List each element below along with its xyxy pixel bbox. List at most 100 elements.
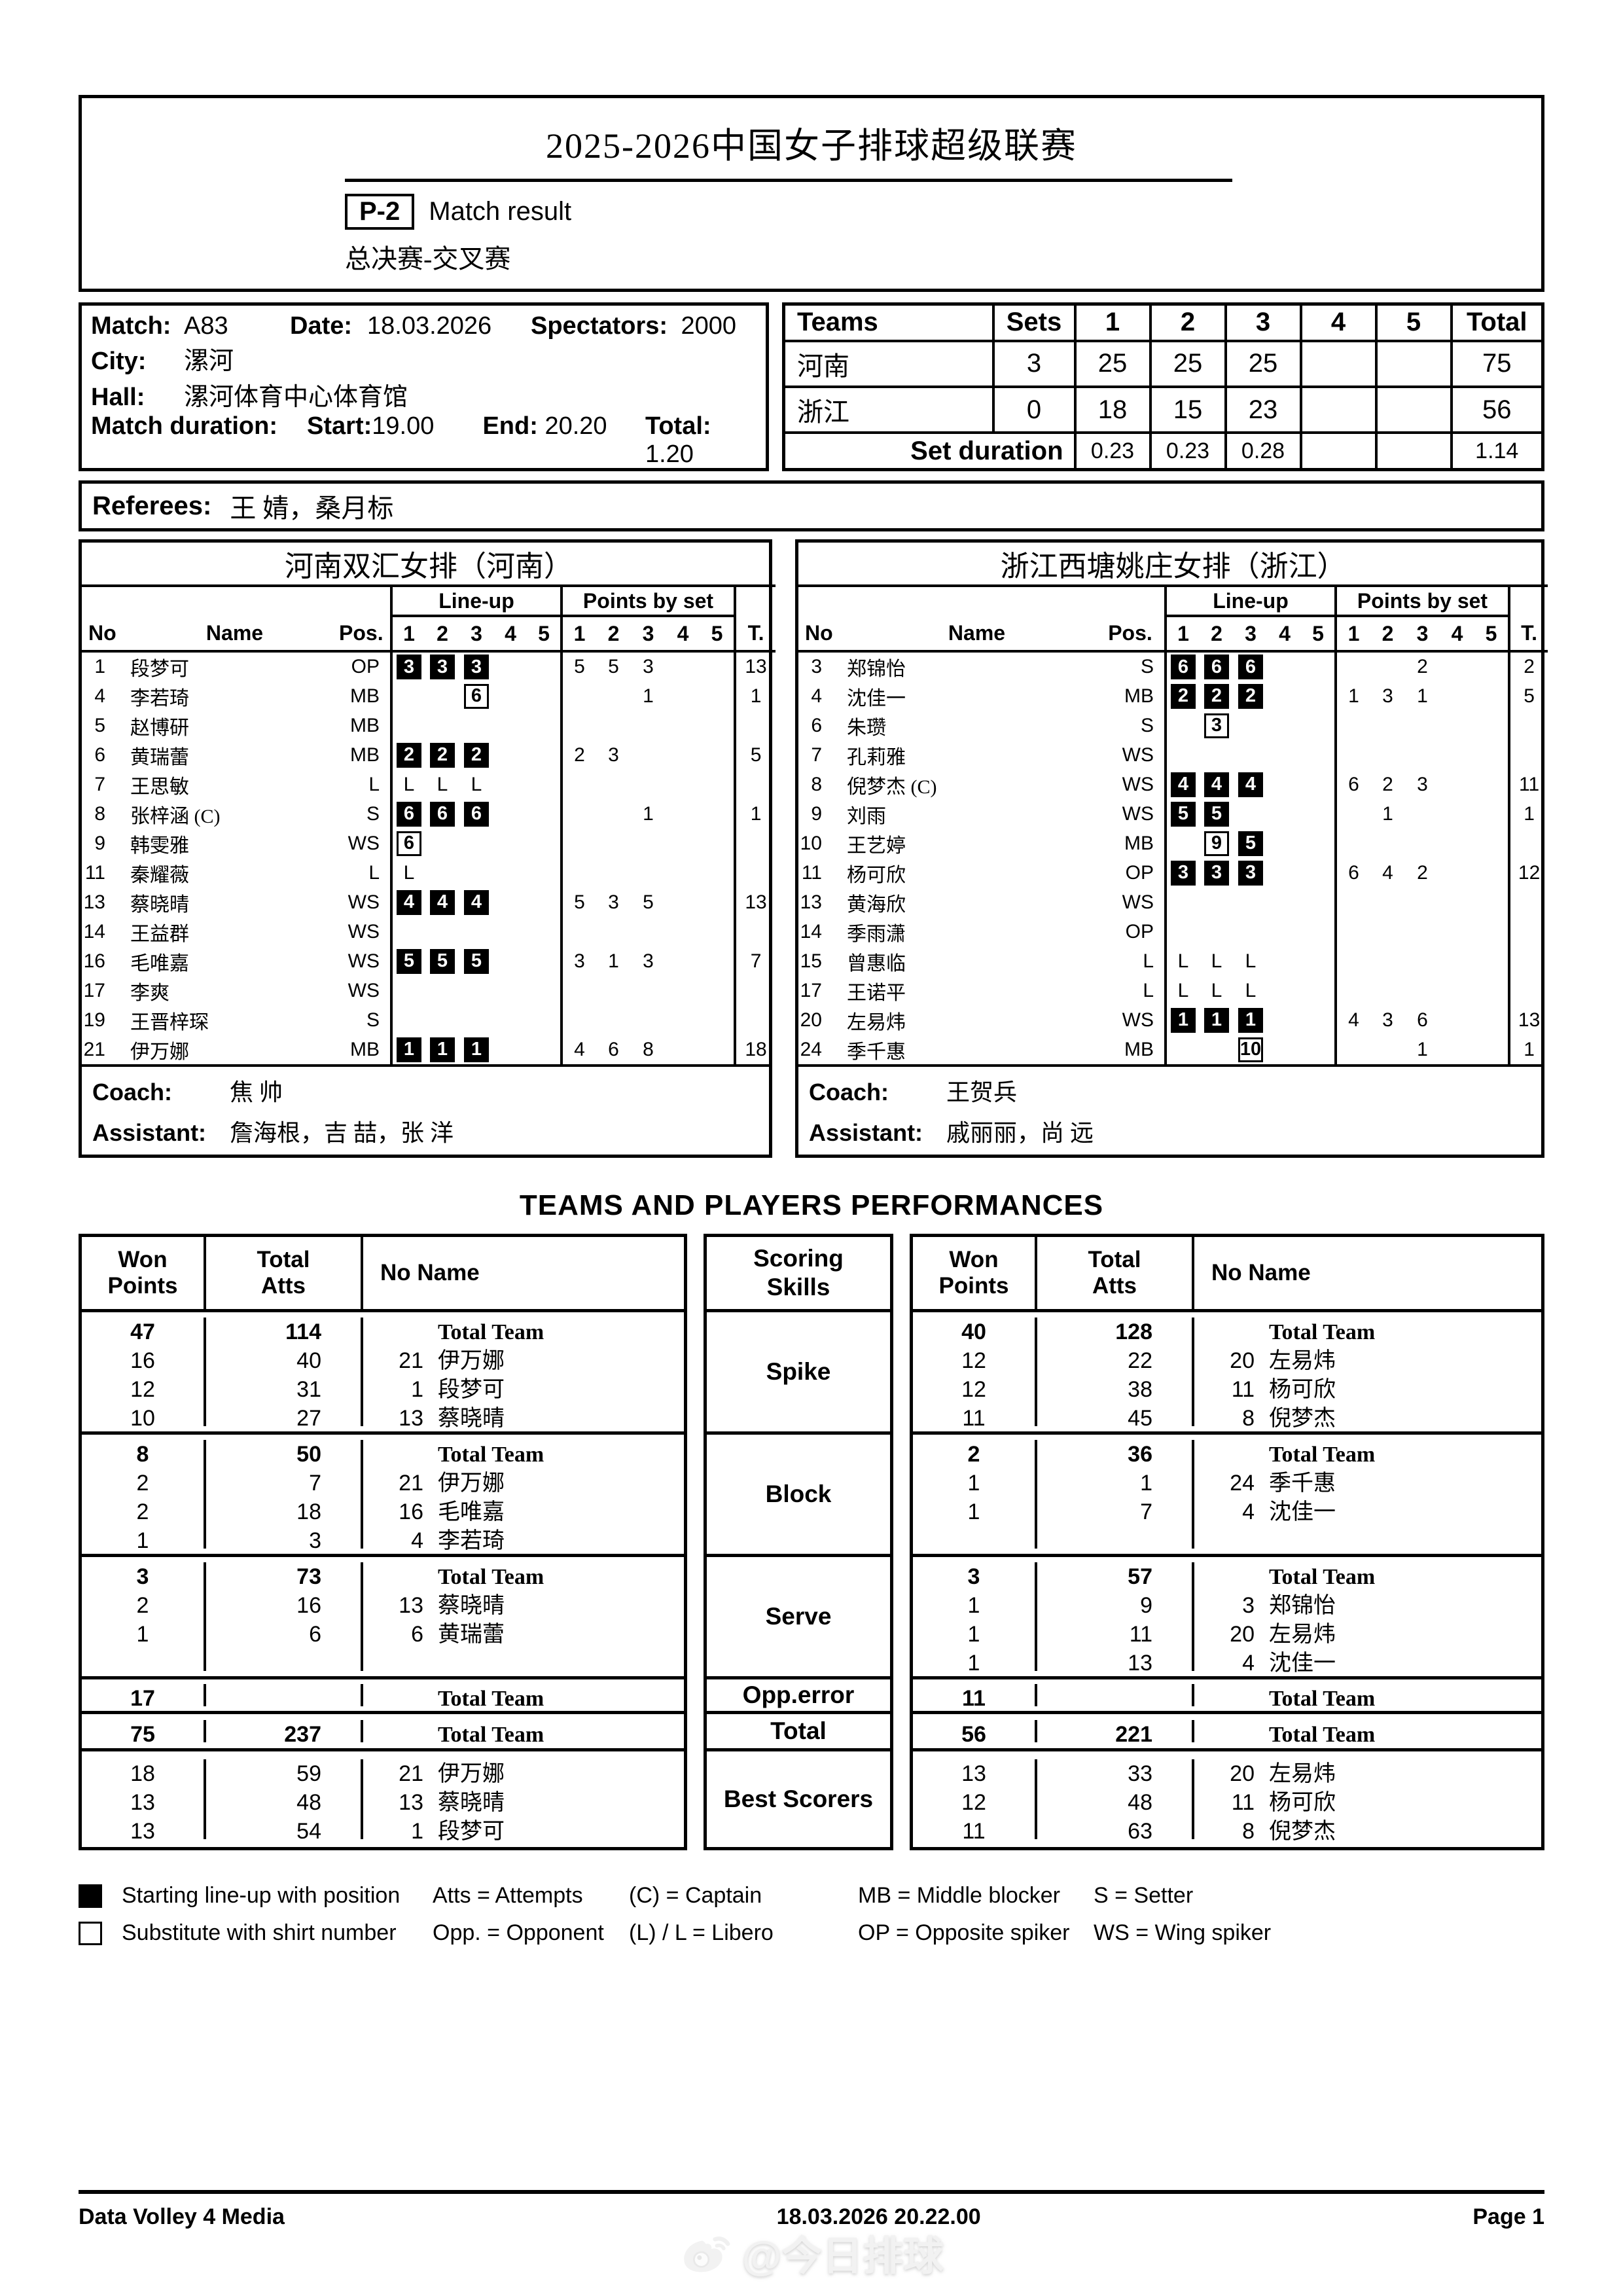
total-value: 1.20 [645, 440, 694, 468]
scoring-skills-column: Scoring Skills Spike Block Serve Opp.err… [704, 1234, 893, 1850]
won-points-header: Won Points [938, 1246, 1009, 1299]
coach-row: Coach: 王贺兵 [809, 1073, 1531, 1107]
total-label: Total [704, 1711, 893, 1751]
player-row: 11 杨可欣 OP 3 3 3 6 4 2 12 [798, 858, 1548, 888]
total-section-away: 56 221 Total Team [910, 1711, 1544, 1751]
player-row: 1 段梦可 OP 3 3 3 5 5 3 13 [82, 651, 776, 681]
hall-label: Hall: [91, 384, 145, 411]
legend-item: MB = Middle blocker [858, 1883, 1060, 1908]
referees-box: Referees: 王 婧，桑月标 [79, 480, 1544, 531]
spectators-label: Spectators: [531, 312, 668, 340]
spike-section-home: 47 16 12 10 114 40 31 27 Total Team 21 伊万娜 1 段梦可 13 蔡晓… [79, 1309, 687, 1435]
end-value: 20.20 [544, 412, 607, 440]
player-row: 9 韩雯雅 WS 6 [82, 829, 776, 858]
player-row: 15 曾惠临 L L L L [798, 946, 1548, 976]
assistant-names: 戚丽丽，尚 远 [946, 1120, 1094, 1146]
player-row: 7 孔莉雅 WS [798, 740, 1548, 770]
player-row: 6 黄瑞蕾 MB 2 2 2 2 3 5 [82, 740, 776, 770]
legend-item: Substitute with shirt number [122, 1920, 397, 1945]
best-scorers-home: 18 13 13 59 48 54 21 伊万娜 13 蔡晓晴 1 段梦可 [79, 1748, 687, 1850]
legend-item: WS = Wing spiker [1094, 1920, 1272, 1945]
title-divider [345, 179, 1232, 182]
hall-value: 漯河体育中心体育馆 [184, 384, 408, 411]
match-info-box: Match: A83 Date: 18.03.2026 Spectators: … [79, 302, 769, 471]
report-header: 2025-2026中国女子排球超级联赛 P-2 Match result 总决赛… [79, 95, 1544, 292]
player-row: 9 刘雨 WS 5 5 1 1 [798, 799, 1548, 829]
spike-section-away: 40 12 12 11 128 22 38 45 Total Team 20 左易炜 11 杨可欣 8 倪梦… [910, 1309, 1544, 1435]
performance-header-home: Won Points Total Atts No Name [79, 1234, 687, 1312]
scoring-skills-header: Scoring Skills [704, 1234, 893, 1312]
team-name: 浙江西塘姚庄女排（浙江） [798, 543, 1548, 587]
total-atts-header: Total Atts [1088, 1246, 1141, 1299]
start-group: Start:19.00 [307, 412, 435, 440]
watermark: @今日排球 [0, 2223, 1623, 2282]
match-info-row: Match: A83 Date: 18.03.2026 Spectators: … [79, 302, 1544, 471]
block-section-home: 8 2 2 1 50 7 18 3 Total Team 21 伊万娜 16 毛唯嘉 4 李若琦 [79, 1431, 687, 1557]
spike-label: Spike [704, 1309, 893, 1435]
player-row: 8 张梓涵 (C) S 6 6 6 1 1 [82, 799, 776, 829]
group-header-row: Line-up Points by set [82, 586, 776, 617]
lineup-group-label: Line-up [1164, 586, 1336, 617]
match-info-line-2: City: 漯河 [91, 340, 766, 376]
legend-item: Starting line-up with position [122, 1883, 401, 1908]
competition-title: 2025-2026中国女子排球超级联赛 [546, 126, 1077, 166]
performance-header-away: Won Points Total Atts No Name [910, 1234, 1544, 1312]
player-row: 11 秦耀薇 L L [82, 858, 776, 888]
report-code-badge: P-2 [345, 194, 415, 230]
player-row: 21 伊万娜 MB 1 1 1 4 6 8 18 [82, 1035, 776, 1064]
player-row: 13 黄海欣 WS [798, 888, 1548, 917]
match-value: A83 [184, 312, 228, 340]
starting-lineup-square-icon [79, 1884, 102, 1908]
report-name: Match result [429, 197, 572, 226]
coach-name: 王贺兵 [946, 1079, 1018, 1105]
set-duration-row: Set duration 0.23 0.23 0.28 1.14 [782, 431, 1544, 471]
sets-header-row: Teams Sets 1 2 3 4 5 Total [782, 302, 1544, 342]
legend-item: (C) = Captain [629, 1883, 762, 1908]
total-atts-header: Total Atts [257, 1246, 310, 1299]
phase-label: 总决赛-交叉赛 [345, 244, 511, 274]
block-label: Block [704, 1431, 893, 1557]
sets-row-away: 浙江 0 18 15 23 56 [782, 385, 1544, 435]
team-table-away: 浙江西塘姚庄女排（浙江） Line-up Points by set No Na… [795, 539, 1548, 1158]
player-row: 4 李若琦 MB 6 1 1 [82, 681, 776, 711]
player-row: 14 王益群 WS [82, 917, 776, 946]
columns-header-row: No Name Pos. 1 2 3 4 5 1 2 3 4 5 T. [82, 616, 776, 653]
watermark-text: @今日排球 [741, 2234, 944, 2279]
spectators-value: 2000 [681, 312, 736, 340]
player-row: 20 左易炜 WS 1 1 1 4 3 6 13 [798, 1005, 1548, 1035]
duration-label: Match duration: [91, 412, 277, 440]
no-name-header: No Name [1211, 1260, 1311, 1285]
group-header-row: Line-up Points by set [798, 586, 1548, 617]
legend-item: OP = Opposite spiker [858, 1920, 1070, 1945]
lineup-group-label: Line-up [390, 586, 562, 617]
end-group: End: 20.20 [482, 412, 607, 440]
coach-name: 焦 帅 [230, 1079, 283, 1105]
performances-title: TEAMS AND PLAYERS PERFORMANCES [519, 1189, 1104, 1221]
legend: Starting line-up with position Atts = At… [79, 1883, 1544, 1946]
best-scorers-away: 13 12 11 33 48 63 20 左易炜 11 杨可欣 8 倪梦杰 [910, 1748, 1544, 1850]
total-section-home: 75 237 Total Team [79, 1711, 687, 1751]
legend-item: Atts = Attempts [433, 1883, 583, 1908]
coach-row: Coach: 焦 帅 [92, 1073, 758, 1107]
city-label: City: [91, 348, 147, 375]
team-table-home: 河南双汇女排（河南） Line-up Points by set No Name… [79, 539, 776, 1158]
start-value: 19.00 [372, 412, 435, 440]
footer-timestamp: 18.03.2026 20.22.00 [776, 2204, 981, 2229]
match-info-line-4: Match duration: Start:19.00 End: 20.20 T… [91, 412, 766, 469]
total-group: Total: 1.20 [645, 412, 711, 468]
player-row: 10 王艺婷 MB 9 5 [798, 829, 1548, 858]
assistant-row: Assistant: 詹海根，吉 喆，张 洋 [92, 1114, 758, 1148]
columns-header-row: No Name Pos. 1 2 3 4 5 1 2 3 4 5 T. [798, 616, 1548, 653]
performances-tables: Won Points Total Atts No Name 47 16 12 10 11… [79, 1234, 1544, 1850]
footer-app-name: Data Volley 4 Media [79, 2204, 285, 2229]
player-row: 7 王思敏 L L L L [82, 770, 776, 799]
player-row: 17 李爽 WS [82, 976, 776, 1005]
player-row: 13 蔡晓晴 WS 4 4 4 5 3 5 13 [82, 888, 776, 917]
player-row: 3 郑锦怡 S 6 6 6 2 2 [798, 651, 1548, 681]
referees-names: 王 婧，桑月标 [230, 493, 394, 523]
player-row: 17 王诺平 L L L L [798, 976, 1548, 1005]
team-name: 河南双汇女排（河南） [82, 543, 776, 587]
points-group-label: Points by set [1334, 586, 1509, 617]
